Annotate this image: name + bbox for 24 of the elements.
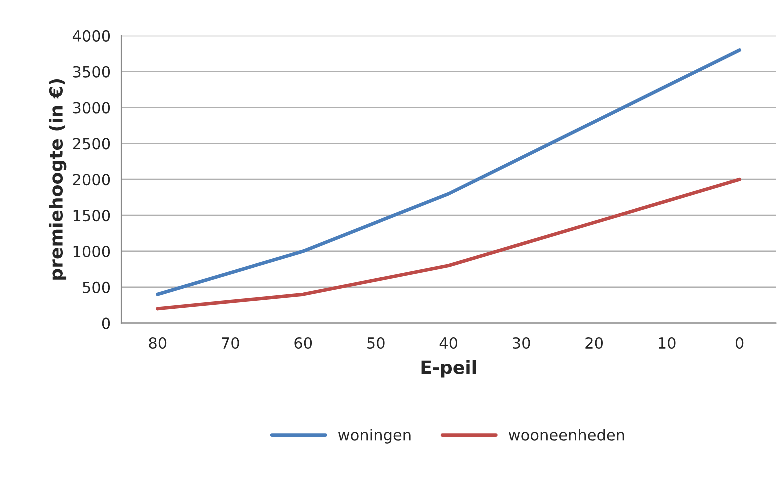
- line-series: [156, 48, 742, 296]
- line-series: [156, 178, 742, 311]
- y-tick-label: 3000: [73, 102, 110, 114]
- x-tick-label: 40: [440, 337, 458, 350]
- x-tick-label: 0: [736, 337, 744, 350]
- y-tick-label: 0: [102, 318, 110, 330]
- legend-label: wooneenheden: [508, 429, 624, 441]
- x-tick-label: 60: [294, 337, 312, 350]
- x-tick-label: 20: [586, 337, 604, 350]
- y-axis-title: premiehoogte (in €): [49, 79, 67, 280]
- y-tick-label: 500: [83, 282, 110, 294]
- y-tick-label: 3500: [73, 66, 110, 78]
- y-tick-label: 1000: [74, 246, 110, 258]
- y-tick-label: 2000: [73, 174, 110, 186]
- x-tick-label: 10: [659, 337, 676, 350]
- x-tick-label: 80: [149, 337, 167, 350]
- y-tick-label: 4000: [72, 30, 110, 42]
- legend-label: woningen: [338, 429, 411, 444]
- x-tick-label: 70: [222, 337, 240, 350]
- x-tick-label: 50: [368, 337, 385, 350]
- x-tick-label: 30: [513, 337, 530, 350]
- y-tick-label: 2500: [73, 138, 110, 150]
- x-axis-title: E-peil: [422, 360, 476, 378]
- y-tick-label: 1500: [74, 210, 110, 222]
